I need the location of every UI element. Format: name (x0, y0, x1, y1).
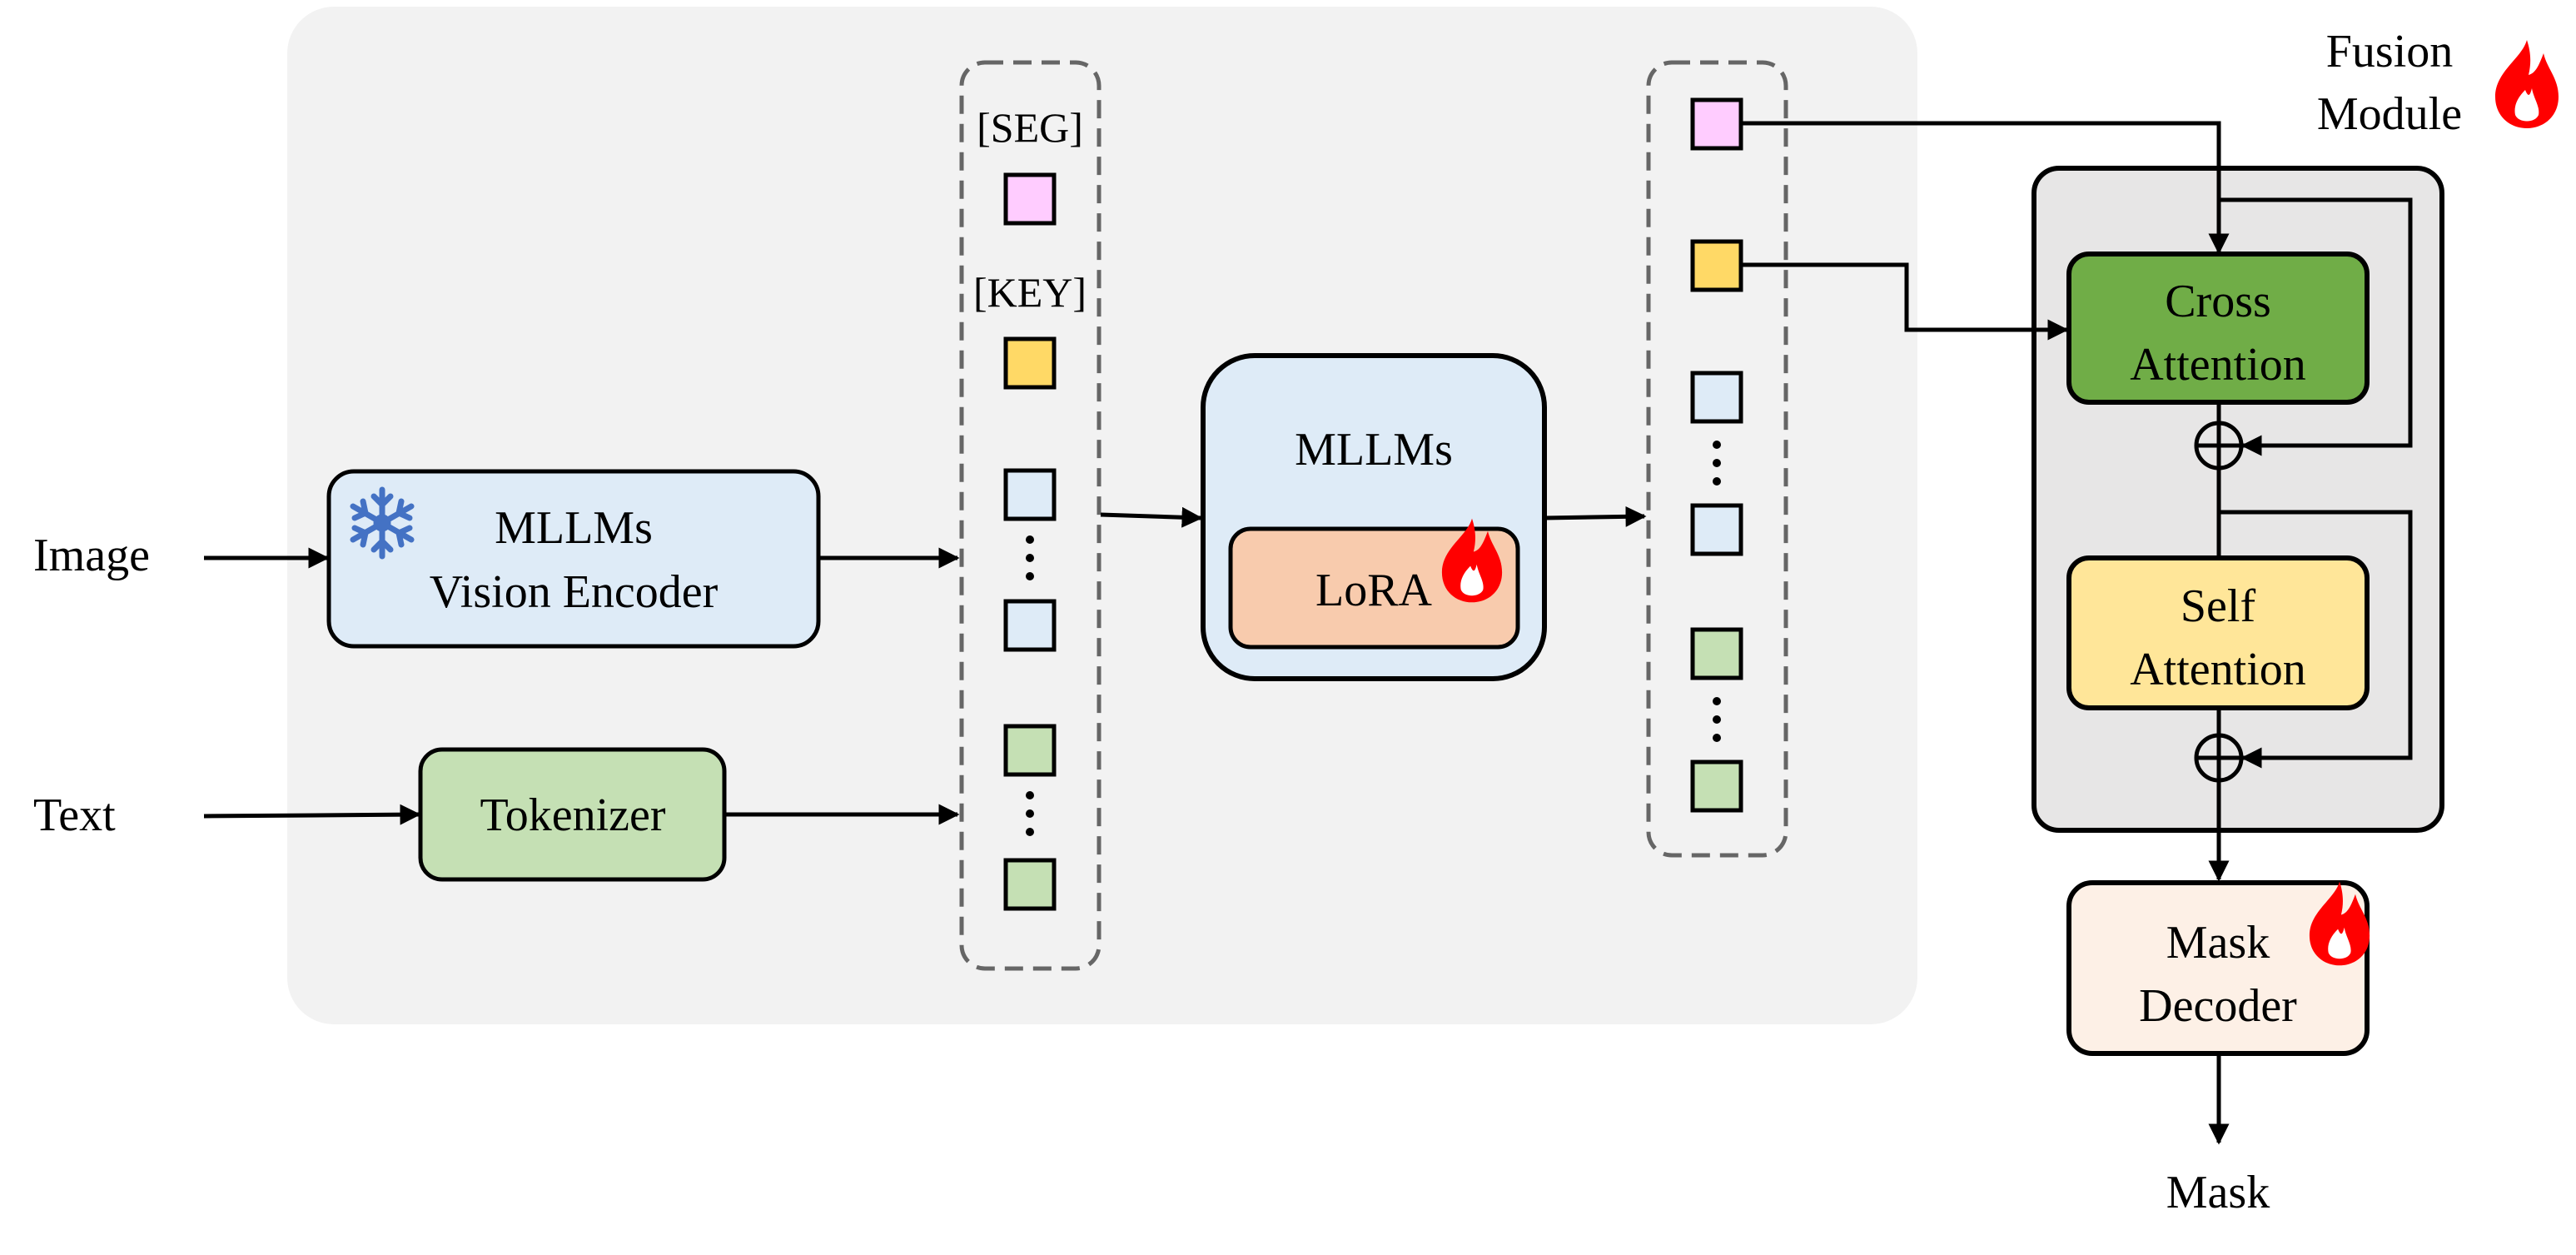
lora-label: LoRA (1315, 565, 1433, 616)
mllm-box: MLLMs LoRA (1201, 353, 1547, 681)
snowflake-icon (350, 486, 415, 560)
key-to-cross-attention-arrow (1741, 262, 2069, 341)
mask-decoder-line1: Mask (2166, 917, 2270, 969)
encoder-label-line2: Vision Encoder (430, 566, 719, 618)
residual-connection-2 (2219, 510, 2413, 769)
add-operator-1 (2194, 421, 2244, 471)
mask-output-label: Mask (2166, 1167, 2270, 1218)
tokens-to-mllm-arrow (1100, 506, 1203, 528)
image-token (1003, 599, 1057, 652)
key-token (1003, 336, 1057, 390)
output-text-token-ellipsis (1713, 697, 1721, 742)
seg-token-label: [SEG] (977, 104, 1083, 151)
self-attention-line1: Self (2181, 580, 2256, 632)
flame-icon (2495, 40, 2559, 128)
output-image-token-ellipsis (1713, 441, 1721, 486)
fusion-title-line1: Fusion (2326, 26, 2454, 77)
image-token-ellipsis (1026, 535, 1034, 580)
add-operator-2 (2194, 733, 2244, 783)
output-text-token (1690, 759, 1743, 813)
cross-attention-line1: Cross (2165, 276, 2271, 327)
fusion-title-line2: Module (2317, 88, 2462, 140)
encoder-label-line1: MLLMs (495, 502, 653, 554)
image-token (1003, 468, 1057, 521)
output-image-token (1690, 371, 1743, 424)
text-to-tokenizer-arrow (203, 804, 421, 825)
seg-token (1003, 172, 1057, 226)
text-token-ellipsis (1026, 791, 1034, 836)
self-attention-line2: Attention (2130, 644, 2306, 695)
mllm-label: MLLMs (1295, 424, 1453, 476)
output-key-token (1690, 239, 1743, 292)
cross-attention-box: Cross Attention (2066, 251, 2370, 405)
seg-to-cross-attention-arrow (1741, 121, 2230, 255)
cross-attention-line2: Attention (2130, 339, 2306, 391)
mask-decoder-line2: Decoder (2139, 980, 2297, 1032)
input-token-column: [SEG] [KEY] (959, 60, 1102, 971)
output-seg-token (1690, 97, 1743, 151)
image-input-label: Image (33, 530, 150, 581)
tokenizer-label: Tokenizer (480, 789, 665, 841)
output-text-token (1690, 627, 1743, 680)
residual-connection-1 (2219, 197, 2413, 456)
output-token-column (1646, 60, 1788, 858)
key-token-label: [KEY] (973, 269, 1087, 316)
mask-decoder-box: Mask Decoder (2066, 880, 2370, 1056)
vision-encoder-box: MLLMs Vision Encoder (326, 469, 821, 649)
mllm-to-output-tokens-arrow (1544, 505, 1647, 527)
text-token (1003, 724, 1057, 777)
text-token (1003, 858, 1057, 911)
self-attention-box: Self Attention (2066, 555, 2370, 710)
tokenizer-box: Tokenizer (418, 747, 727, 882)
text-input-label: Text (33, 789, 116, 841)
output-image-token (1690, 503, 1743, 556)
